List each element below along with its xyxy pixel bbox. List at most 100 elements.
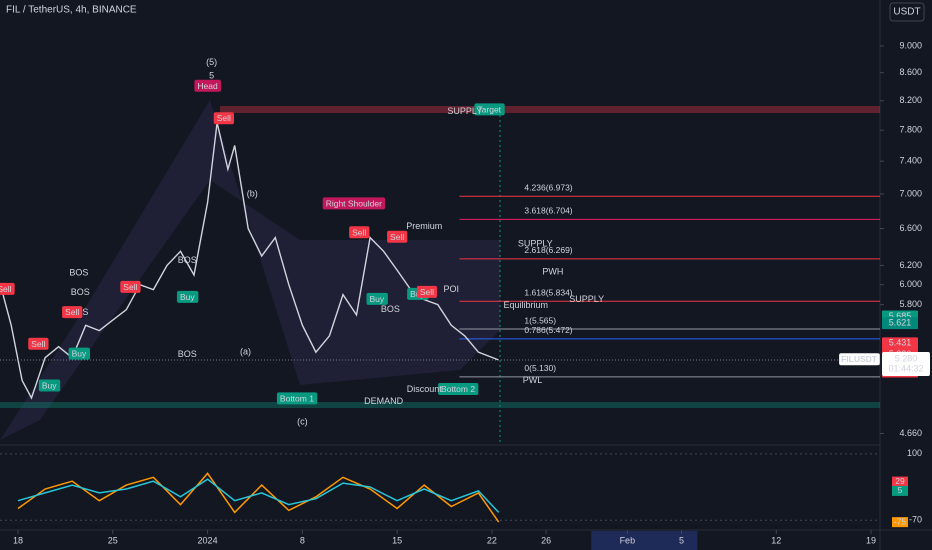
annotation: 5 <box>209 71 214 81</box>
fib-label: 1(5.565) <box>524 315 556 325</box>
annotation: Sell <box>0 284 12 294</box>
annotation-box <box>349 226 370 239</box>
annotation: (c) <box>297 417 308 427</box>
annotation-box <box>38 379 61 392</box>
annotation-box <box>28 337 49 350</box>
annotation-box <box>474 103 505 116</box>
annotation-box <box>176 290 199 303</box>
annotation: Sell <box>217 113 231 123</box>
y-tick-label: 8.600 <box>899 67 922 77</box>
x-tick-highlight <box>591 531 698 550</box>
annotation: BOS <box>381 304 400 314</box>
y-tick-label: 6.600 <box>899 223 922 233</box>
currency-label[interactable]: USDT <box>893 7 920 18</box>
annotation: Right Shoulder <box>326 198 382 208</box>
fib-label: 3.618(6.704) <box>524 206 572 216</box>
pattern-area <box>0 100 500 440</box>
demand-zone <box>0 402 880 408</box>
osc-tag-label: 5 <box>898 485 903 495</box>
y-tick-label: 7.800 <box>899 125 922 135</box>
annotation: BOS <box>178 349 197 359</box>
annotation: BOS <box>178 255 197 265</box>
symbol-tag-box <box>839 353 880 366</box>
annotation-box <box>276 392 318 405</box>
annotation: Head <box>197 81 218 91</box>
y-tick-label: 6.200 <box>899 260 922 270</box>
y-tick-label: 8.200 <box>899 95 922 105</box>
fib-label: 0.786(5.472) <box>524 325 572 335</box>
annotation: Buy <box>370 294 385 304</box>
annotation-box <box>416 285 438 298</box>
annotation-box <box>438 382 479 395</box>
y-tick-label: 7.400 <box>899 156 922 166</box>
countdown: 01:44:32 <box>888 363 923 373</box>
x-tick-label: 25 <box>108 535 118 545</box>
fib-label: 0(5.130) <box>524 363 556 373</box>
annotation: Target <box>477 104 501 114</box>
annotation: SUPPLY <box>569 294 604 304</box>
annotation: Buy <box>72 349 87 359</box>
price-tag-label: 5.621 <box>889 317 912 327</box>
annotation: Bottom 1 <box>280 393 314 403</box>
annotation-box <box>194 79 222 92</box>
x-tick-label: Feb <box>620 535 636 545</box>
supply-zone <box>220 106 880 113</box>
annotation-box <box>213 112 235 125</box>
annotation-box <box>322 197 386 210</box>
price-tag-label: 5.685 <box>889 311 912 321</box>
annotation-box <box>68 347 91 360</box>
annotation: Buy <box>42 380 57 390</box>
y-tick-label: 4.660 <box>899 428 922 438</box>
annotation-box <box>62 306 83 319</box>
price-tag <box>882 337 918 350</box>
annotation: Sell <box>31 339 45 349</box>
y-tick-label: 7.000 <box>899 188 922 198</box>
x-tick-label: 15 <box>392 535 402 545</box>
annotation: POI <box>444 284 460 294</box>
annotation-box <box>366 292 388 305</box>
osc-tag <box>892 485 908 496</box>
x-tick-label: 8 <box>300 535 305 545</box>
annotation: BOS <box>69 267 88 277</box>
y-tick-label: 5.800 <box>899 299 922 309</box>
annotation: SUPPLY <box>447 106 482 116</box>
fib-label: 1.618(5.834) <box>524 287 572 297</box>
price-tag <box>882 317 918 330</box>
annotation: PWL <box>523 375 543 385</box>
annotation: Sell <box>123 282 137 292</box>
annotation: Discount <box>407 384 443 394</box>
osc-tag-label: -75 <box>894 516 907 526</box>
fib-label: 4.236(6.973) <box>524 182 572 192</box>
annotation: SUPPLY <box>518 238 553 248</box>
annotation: (5) <box>206 57 217 67</box>
oscillator-line <box>17 478 500 513</box>
annotation: Sell <box>352 227 366 237</box>
x-tick-label: 26 <box>541 535 551 545</box>
last-price-label: 5.280 <box>895 353 918 363</box>
annotation: PWH <box>542 266 563 276</box>
annotation: Sell <box>420 287 434 297</box>
x-tick-label: 2024 <box>198 535 218 545</box>
x-tick-label: 22 <box>487 535 497 545</box>
annotation: (b) <box>247 188 258 198</box>
x-tick-label: 19 <box>866 535 876 545</box>
annotation: Equilibrium <box>504 300 549 310</box>
annotation: Bottom 2 <box>441 384 475 394</box>
annotation-box <box>387 230 408 243</box>
annotation: Sell <box>65 307 79 317</box>
annotation: BOS <box>71 287 90 297</box>
annotation-box <box>0 282 15 295</box>
osc-tick-label: -70 <box>909 515 922 525</box>
annotation: DEMAND <box>364 396 404 406</box>
currency-button[interactable] <box>889 2 925 22</box>
symbol-title: FIL / TetherUS, 4h, BINANCE <box>6 5 137 16</box>
y-tick-label: 9.000 <box>899 40 922 50</box>
osc-tag-label: 29 <box>895 476 905 486</box>
oscillator-line <box>17 472 500 523</box>
price-line <box>0 122 499 400</box>
fib-label: 2.618(6.269) <box>524 245 572 255</box>
annotation: Premium <box>406 221 442 231</box>
